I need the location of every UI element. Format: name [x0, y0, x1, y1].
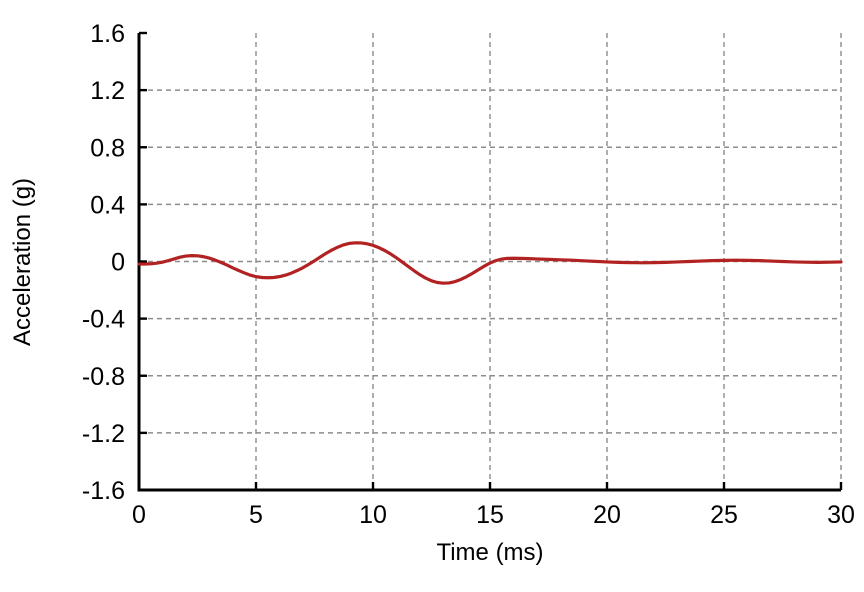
x-tick-label: 15	[476, 501, 504, 529]
plot-frame	[137, 33, 841, 492]
x-tick-label: 5	[249, 501, 263, 529]
y-tick-label: -1.2	[82, 420, 125, 448]
y-tick-label: -0.4	[82, 306, 125, 334]
y-axis-tick-labels: 1.6 1.2 0.8 0.4 0 -0.4 -0.8 -1.2 -1.6	[82, 20, 125, 505]
x-tick-label: 10	[359, 501, 387, 529]
x-axis-tick-labels: 0 5 10 15 20 25 30	[132, 501, 855, 529]
y-tick-label: -1.6	[82, 477, 125, 505]
y-tick-label: 1.2	[90, 77, 125, 105]
y-tick-label: 1.6	[90, 20, 125, 48]
x-tick-label: 25	[710, 501, 738, 529]
x-tick-label: 30	[827, 501, 855, 529]
axis-frame-left-bottom	[137, 33, 841, 492]
y-axis-title: Acceleration (g)	[9, 178, 36, 346]
y-tick-label: -0.8	[82, 363, 125, 391]
x-tick-label: 0	[132, 501, 146, 529]
y-tick-label: 0	[111, 249, 125, 277]
x-axis-title: Time (ms)	[436, 539, 543, 566]
y-tick-label: 0.8	[90, 134, 125, 162]
y-tick-label: 0.4	[90, 191, 125, 219]
acceleration-data-line	[137, 241, 843, 285]
x-tick-label: 20	[593, 501, 621, 529]
